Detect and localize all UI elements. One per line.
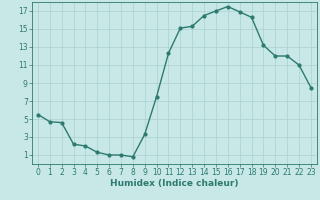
X-axis label: Humidex (Indice chaleur): Humidex (Indice chaleur) bbox=[110, 179, 239, 188]
